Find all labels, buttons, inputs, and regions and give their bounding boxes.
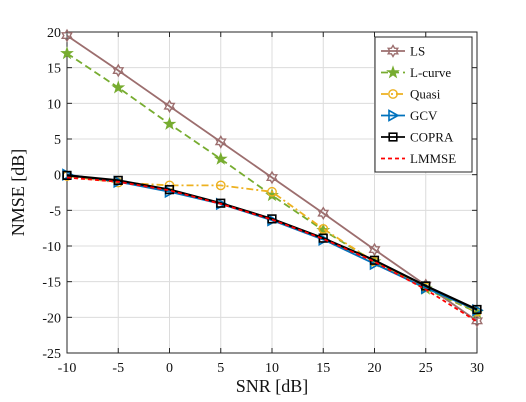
y-tick-label: 20 xyxy=(47,26,61,41)
ticks: -10 -5 0 5 10 15 20 25 30 20 15 10 5 0 -5 -10 -15 -20 -25 xyxy=(42,26,484,376)
y-tick-label: 15 xyxy=(47,62,61,77)
x-tick-label: 30 xyxy=(470,361,484,376)
y-tick-label: -15 xyxy=(42,276,61,291)
x-tick-label: 20 xyxy=(368,361,382,376)
y-tick-label: 0 xyxy=(54,169,61,184)
legend-marker-quasi xyxy=(388,89,398,99)
series-line-ls xyxy=(66,34,478,322)
y-tick-label: -10 xyxy=(42,240,61,255)
series-line-copra xyxy=(66,174,478,311)
data-point-copra xyxy=(62,170,72,180)
data-point-copra xyxy=(216,198,226,208)
y-tick-label: 5 xyxy=(54,133,61,148)
data-point-l-curve xyxy=(111,80,126,94)
data-point-ls xyxy=(112,63,125,78)
legend: LS L-curve Quasi GCV COPRA LMMSE xyxy=(374,36,473,173)
x-tick-label: 5 xyxy=(217,361,224,376)
x-tick-label: 25 xyxy=(419,361,433,376)
series-layer xyxy=(60,28,484,328)
series-lmmse xyxy=(66,176,478,323)
y-tick-label: 10 xyxy=(47,97,61,112)
legend-marker-gcv xyxy=(388,109,400,122)
data-point-ls xyxy=(163,99,176,114)
y-tick-label: -5 xyxy=(49,204,61,219)
x-tick-label: -10 xyxy=(58,361,77,376)
legend-label-quasi: Quasi xyxy=(410,87,441,102)
data-point-ls xyxy=(214,134,227,149)
data-point-l-curve xyxy=(60,46,74,60)
data-point-copra xyxy=(472,304,482,315)
data-point-l-curve xyxy=(213,151,228,165)
data-point-quasi xyxy=(267,186,277,197)
x-axis-label: SNR [dB] xyxy=(236,376,309,396)
data-point-copra xyxy=(113,175,123,185)
y-tick-label: -20 xyxy=(42,311,61,326)
y-axis-label: NMSE [dB] xyxy=(8,149,28,237)
legend-marker-copra xyxy=(388,132,398,142)
legend-marker-l-curve xyxy=(386,65,400,79)
legend-box xyxy=(374,36,473,173)
data-point-ls xyxy=(470,314,484,328)
series-line-lmmse xyxy=(66,176,478,323)
x-tick-label: 10 xyxy=(265,361,279,376)
legend-label-l-curve: L-curve xyxy=(410,65,451,80)
legend-label-ls: LS xyxy=(410,44,425,59)
data-point-ls xyxy=(60,28,74,43)
x-tick-label: 15 xyxy=(316,361,330,376)
legend-marker-ls xyxy=(386,44,400,58)
data-point-l-curve xyxy=(162,116,177,130)
x-tick-label: 0 xyxy=(166,361,173,376)
y-tick-label: -25 xyxy=(42,347,61,362)
series-ls xyxy=(60,28,484,328)
data-point-quasi xyxy=(318,223,329,234)
data-point-quasi xyxy=(215,180,226,191)
series-line-quasi xyxy=(66,175,478,313)
data-point-ls xyxy=(317,206,330,221)
legend-label-lmmse: LMMSE xyxy=(410,151,456,166)
legend-label-copra: COPRA xyxy=(410,130,454,145)
legend-label-gcv: GCV xyxy=(410,108,438,123)
data-point-ls xyxy=(265,170,279,185)
x-tick-label: -5 xyxy=(112,361,124,376)
